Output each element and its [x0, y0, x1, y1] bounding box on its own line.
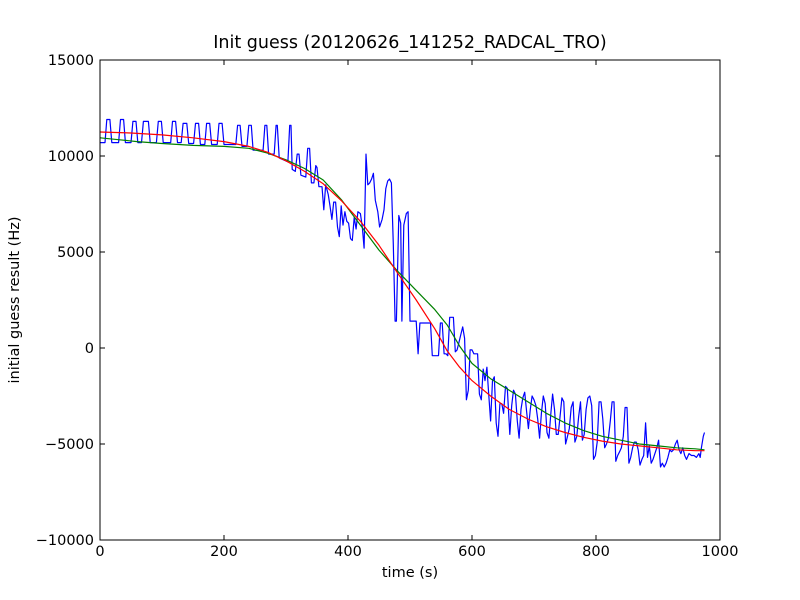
x-tick-label: 400 [334, 544, 362, 560]
y-tick-label: 15000 [48, 53, 94, 69]
x-tick-label: 800 [582, 544, 610, 560]
series-1-line [99, 137, 705, 451]
y-tick-label: 0 [85, 341, 94, 357]
y-tick-label: −5000 [45, 437, 94, 453]
series-layer [99, 118, 706, 468]
y-tick-label: −10000 [36, 533, 94, 549]
series-0-line [100, 118, 706, 468]
x-tick-label: 1000 [702, 544, 739, 560]
y-axis-label: initial guess result (Hz) [7, 217, 23, 384]
plot-frame [99, 59, 721, 541]
x-tick-label: 0 [95, 544, 104, 560]
x-tick-label: 200 [210, 544, 238, 560]
series-2-line [99, 131, 705, 452]
x-axis-label: time (s) [382, 565, 438, 581]
y-tick-label: 10000 [48, 149, 94, 165]
y-tick-label: 5000 [57, 245, 94, 261]
chart-title: Init guess (20120626_141252_RADCAL_TRO) [213, 33, 607, 53]
x-tick-label: 600 [458, 544, 486, 560]
tick-layer: 0 200 400 600 800 1000 −10000 −5000 0 5000 10000 15… [36, 53, 739, 560]
